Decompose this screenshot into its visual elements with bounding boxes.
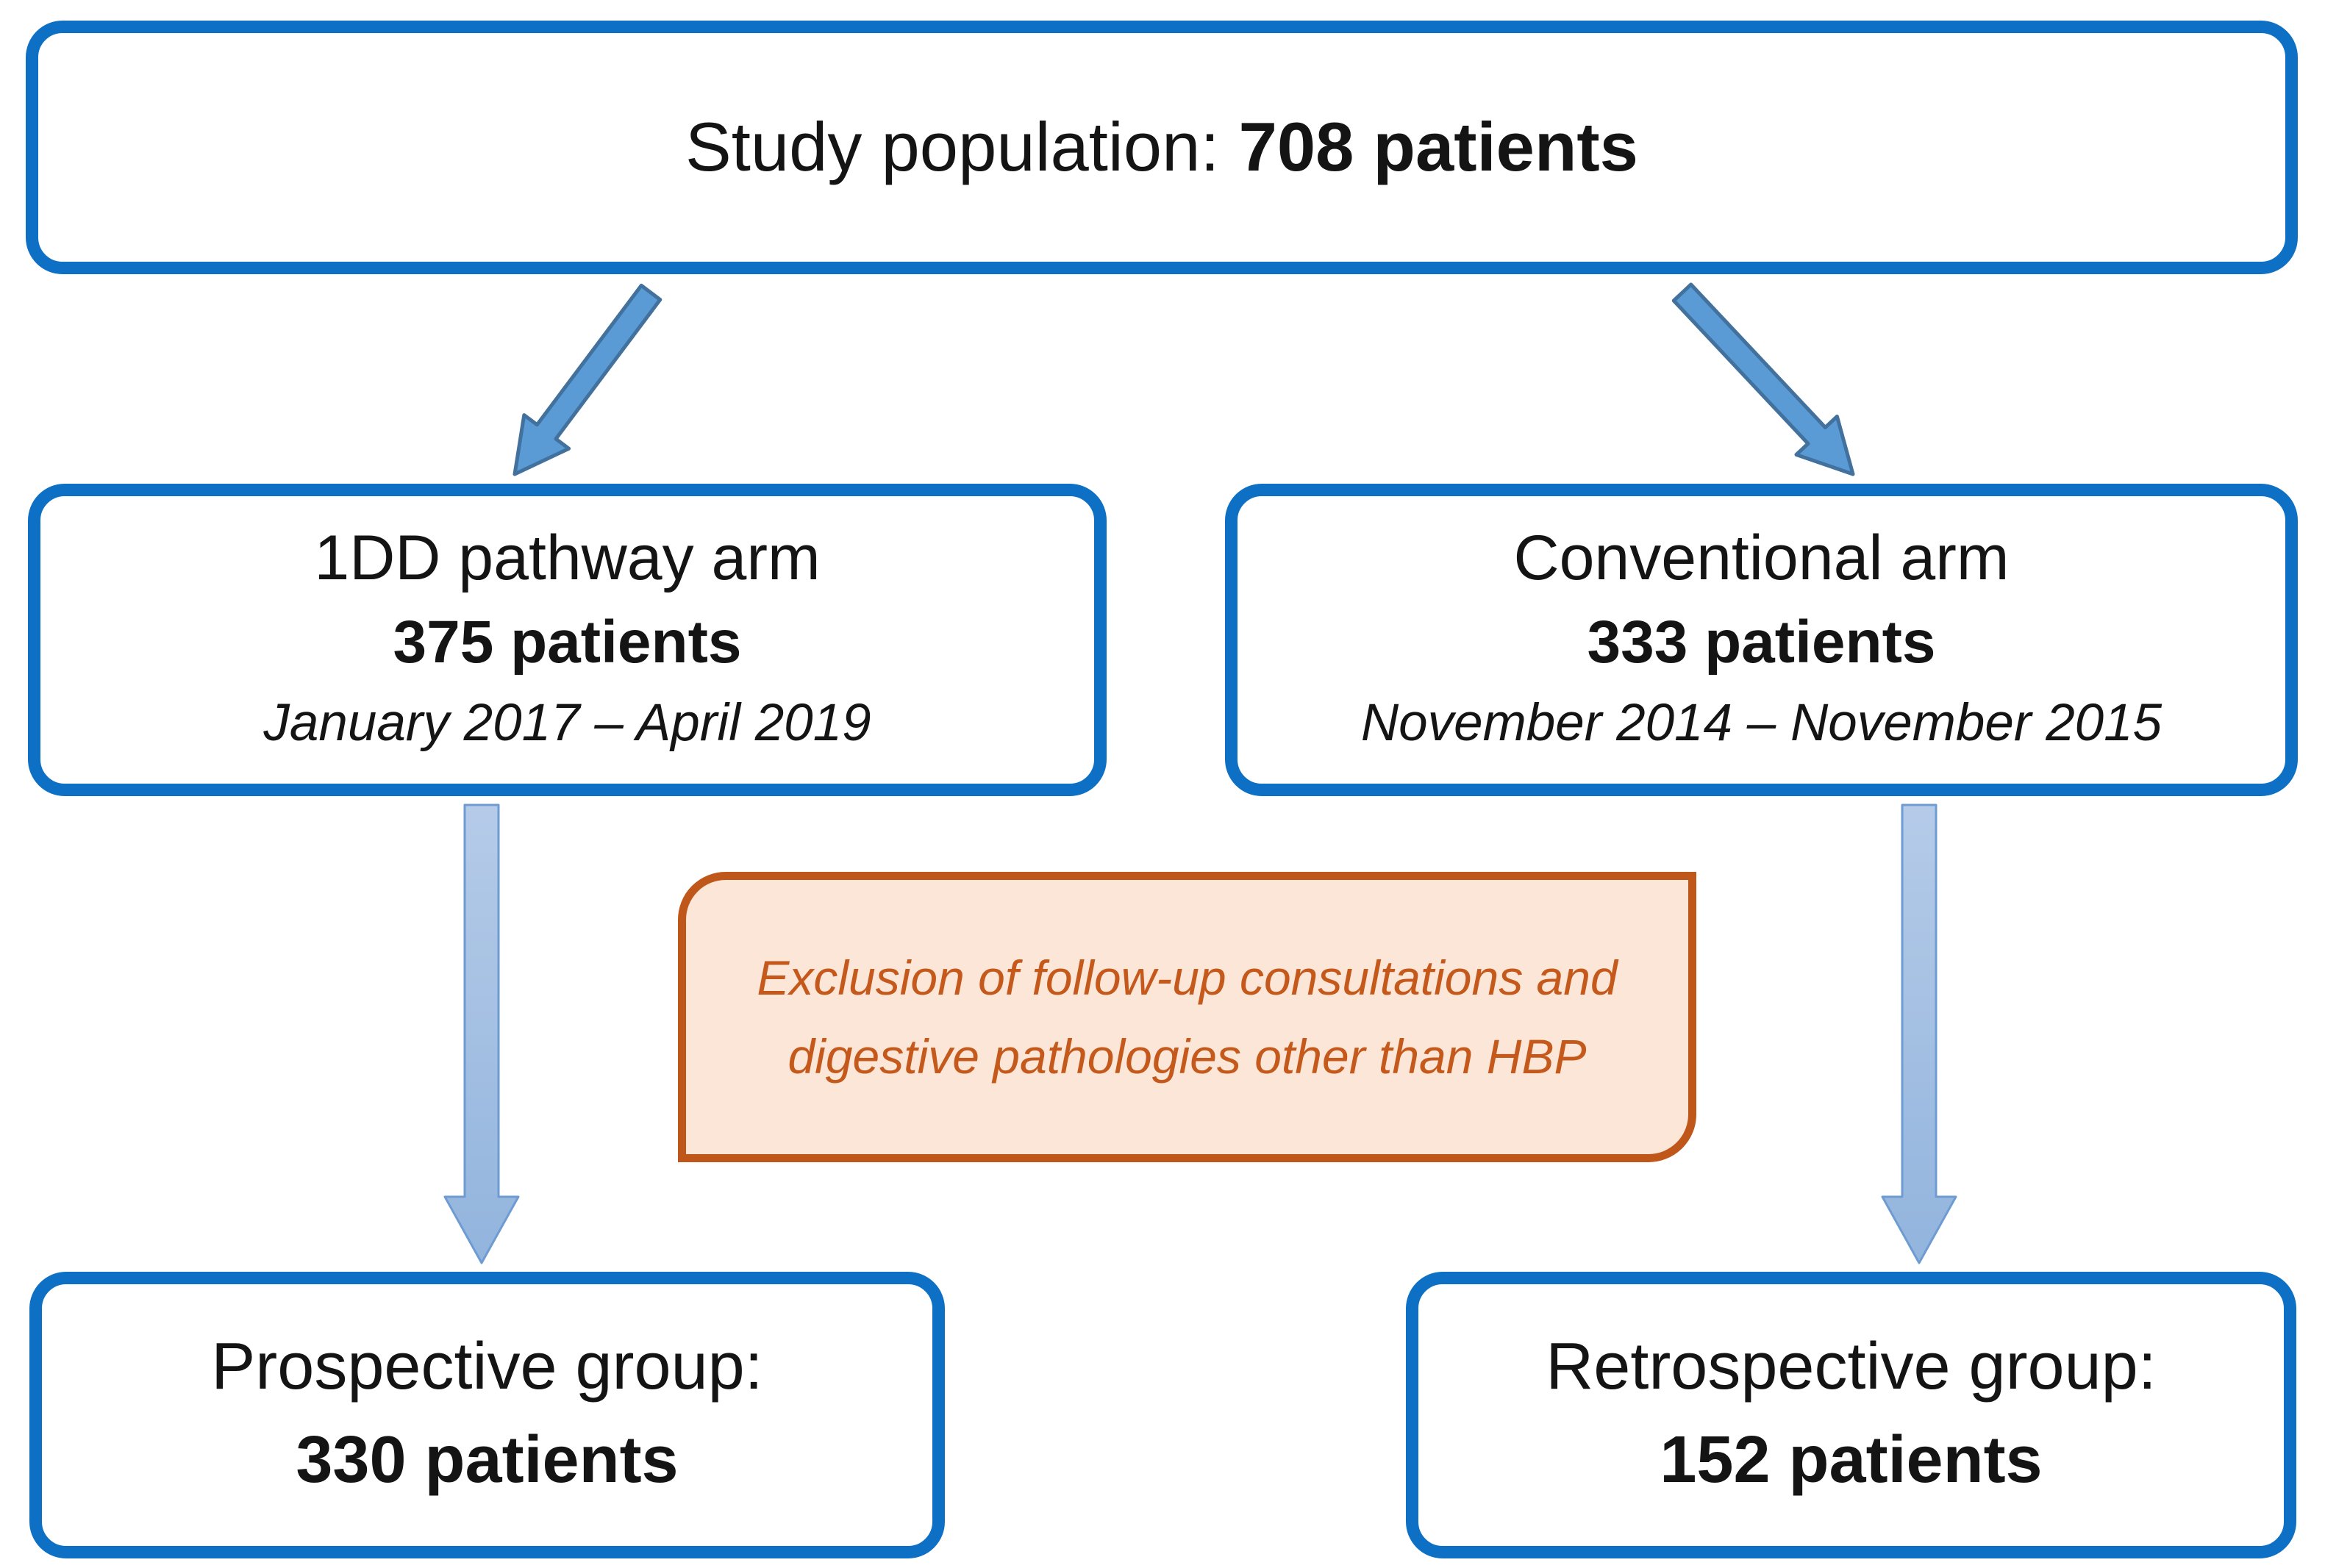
arrow-down-left-icon: [512, 283, 662, 476]
study-population-box: Study population: 708 patients: [26, 21, 2298, 274]
arrow-down-right-icon: [1671, 282, 1855, 476]
conventional-arm-count: 333 patients: [1587, 608, 1936, 676]
retrospective-group-box: Retrospective group: 152 patients: [1406, 1272, 2296, 1558]
arrow-study-to-conventional: [1671, 282, 1855, 476]
prospective-group-box: Prospective group: 330 patients: [29, 1272, 945, 1558]
retrospective-group-title: Retrospective group:: [1546, 1330, 2157, 1403]
study-population-label: Study population:: [685, 108, 1239, 186]
arrow-down-icon: [1881, 803, 1957, 1264]
study-population-count: 708 patients: [1238, 108, 1638, 186]
prospective-group-count: 330 patients: [296, 1422, 679, 1497]
arrow-conventional-to-retrospective: [1881, 803, 1957, 1264]
conventional-arm-box: Conventional arm 333 patients November 2…: [1225, 484, 2298, 796]
conventional-arm-period: November 2014 – November 2015: [1360, 694, 2162, 753]
arrow-down-icon: [443, 803, 520, 1264]
retrospective-group-count: 152 patients: [1660, 1422, 2043, 1497]
arrow-pathway-to-prospective: [443, 803, 520, 1264]
exclusion-note-line2: digestive pathologies other than HBP: [788, 1028, 1587, 1084]
pathway-arm-period: January 2017 – April 2019: [263, 694, 871, 753]
conventional-arm-title: Conventional arm: [1513, 523, 2010, 594]
arrow-study-to-pathway: [512, 283, 662, 476]
study-population-line: Study population: 708 patients: [685, 106, 1638, 189]
exclusion-note-box: Exclusion of follow-up consultations and…: [678, 872, 1696, 1162]
exclusion-note-line1: Exclusion of follow-up consultations and: [757, 950, 1618, 1005]
pathway-arm-title: 1DD pathway arm: [314, 523, 821, 594]
pathway-arm-box: 1DD pathway arm 375 patients January 201…: [28, 484, 1107, 796]
pathway-arm-count: 375 patients: [393, 608, 742, 676]
prospective-group-title: Prospective group:: [211, 1330, 763, 1403]
